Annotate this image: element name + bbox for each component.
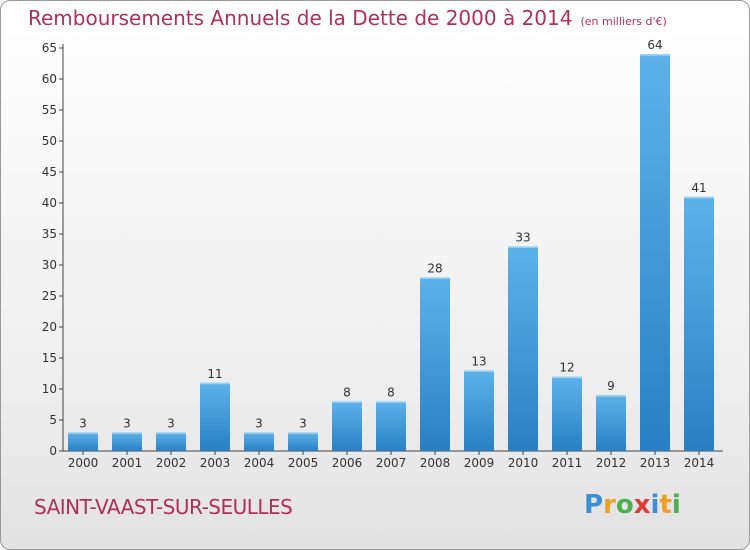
x-tick-label: 2004 [244,456,275,470]
data-label-2007: 8 [387,385,395,399]
bar-top-highlight [640,54,670,56]
data-label-2012: 9 [607,379,615,393]
bar-top-highlight [112,432,142,434]
bar-top-highlight [156,432,186,434]
y-tick-label: 50 [42,134,57,148]
chart-title-text: Remboursements Annuels de la Dette de 20… [28,6,573,30]
bar-2003 [200,382,230,451]
x-tick-label: 2013 [640,456,671,470]
proxiti-logo: Proxiti [584,490,681,520]
bar-2011 [552,376,582,451]
x-tick-label: 2005 [288,456,319,470]
x-tick-label: 2008 [420,456,451,470]
y-tick-label: 40 [42,196,57,210]
bar-top-highlight [464,370,494,372]
data-label-2010: 33 [515,230,530,244]
axes: 0 5 10 15 20 25 30 35 40 45 50 55 60 65 2000 2001 2002 20… [42,41,723,470]
x-tick-label: 2011 [552,456,583,470]
y-tick-label: 45 [42,165,57,179]
bar-2013 [640,54,670,451]
data-label-2000: 3 [79,416,87,430]
bar-2000 [68,432,98,451]
y-tick-label: 10 [42,382,57,396]
y-tick-label: 5 [49,413,57,427]
logo-letter: t [659,490,672,520]
data-label-2005: 3 [299,416,307,430]
bar-top-highlight [684,196,714,199]
bar-top-highlight [508,246,538,248]
bar-top-highlight [420,277,450,279]
data-label-2006: 8 [343,385,351,399]
location-name: SAINT-VAAST-SUR-SEULLES [34,495,293,519]
chart-unit: (en milliers d'€) [580,15,667,28]
bar-top-highlight [376,401,406,403]
x-tick-label: 2014 [684,456,715,470]
bar-top-highlight [68,432,98,434]
chart-title: Remboursements Annuels de la Dette de 20… [28,6,667,30]
bar-top-highlight [552,376,582,379]
logo-letter: x [633,490,651,520]
data-label-2011: 12 [559,361,574,375]
y-tick-label: 60 [42,72,57,86]
bar-2005 [288,432,318,451]
bar-2010 [508,246,538,451]
bar-top-highlight [200,382,230,385]
data-label-2009: 13 [471,354,486,368]
bar-top-highlight [332,401,362,403]
x-tick-label: 2003 [200,456,231,470]
data-label-2003: 11 [207,367,222,381]
bar-2012 [596,395,626,451]
bar-2008 [420,277,450,451]
logo-letter: r [603,490,616,520]
data-label-2002: 3 [167,416,175,430]
x-tick-label: 2012 [596,456,627,470]
y-tick-label: 15 [42,351,57,365]
x-tick-label: 2007 [376,456,407,470]
x-tick-label: 2010 [508,456,539,470]
x-tick-label: 2009 [464,456,495,470]
data-label-2014: 41 [691,181,706,195]
y-tick-label: 0 [49,444,57,458]
bar-2007 [376,401,406,451]
x-tick-label: 2006 [332,456,363,470]
bar-top-highlight [244,432,274,434]
y-tick-label: 55 [42,103,57,117]
logo-letter: o [615,490,634,520]
data-label-2013: 64 [647,38,662,52]
data-label-2004: 3 [255,416,263,430]
logo-letter: i [650,490,660,520]
data-label-2001: 3 [123,416,131,430]
y-tick-label: 20 [42,320,57,334]
y-tick-label: 25 [42,289,57,303]
y-tick-label: 35 [42,227,57,241]
logo-letter: i [671,490,681,520]
bar-2009 [464,370,494,451]
data-label-2008: 28 [427,261,442,275]
bar-top-highlight [596,395,626,397]
bar-top-highlight [288,432,318,434]
bar-2004 [244,432,274,451]
bar-2014 [684,196,714,451]
bar-2001 [112,432,142,451]
x-tick-label: 2001 [112,456,143,470]
y-tick-label: 30 [42,258,57,272]
x-tick-label: 2002 [156,456,187,470]
bar-2002 [156,432,186,451]
y-tick-label: 65 [42,41,57,55]
bar-2006 [332,401,362,451]
logo-letter: P [584,490,604,520]
x-tick-label: 2000 [68,456,99,470]
